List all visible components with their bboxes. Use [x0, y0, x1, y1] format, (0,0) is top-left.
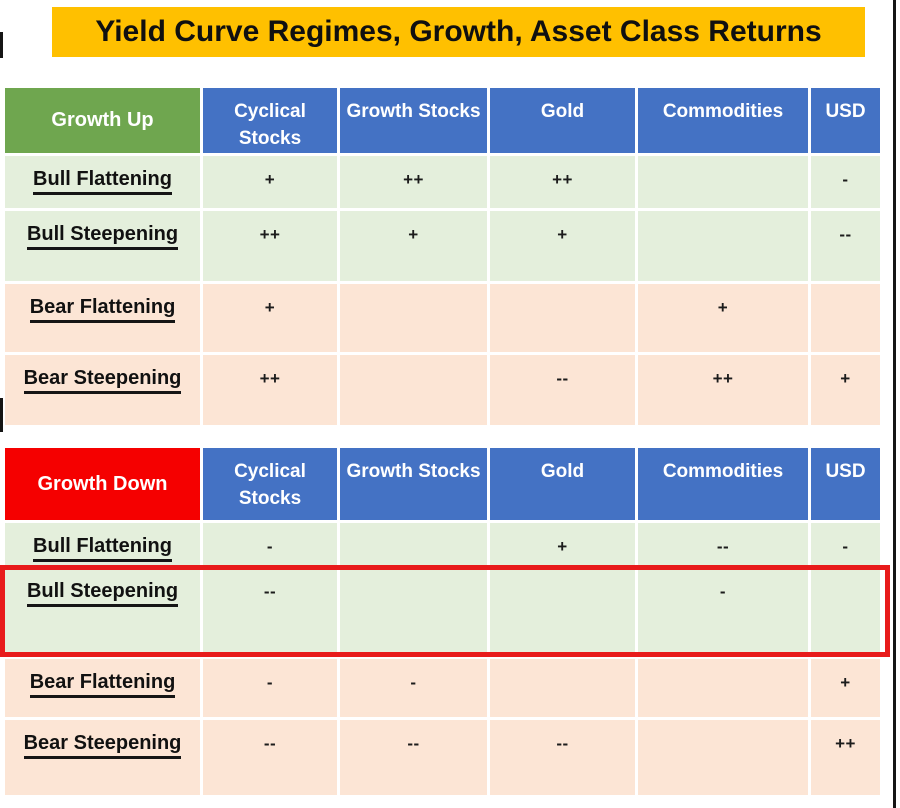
value-cell: - [811, 523, 880, 565]
column-header-cell: USD [811, 448, 880, 520]
row-label-cell: Bull Steepening [5, 568, 200, 656]
table-title-cell: Growth Down [5, 448, 200, 520]
value-cell: - [638, 568, 808, 656]
left-edge-mark-lower [0, 398, 3, 432]
growth-up-table: Growth Up Cyclical Stocks Growth Stocks Gol… [5, 88, 880, 425]
column-header-cell: Gold [490, 88, 635, 153]
value-cell: + [340, 211, 487, 281]
value-cell: - [340, 659, 487, 717]
row-label-cell: Bull Flattening [5, 156, 200, 208]
row-label-cell: Bull Steepening [5, 211, 200, 281]
value-cell: + [811, 659, 880, 717]
row-label-cell: Bear Flattening [5, 284, 200, 352]
value-cell: - [203, 523, 337, 565]
column-header-cell: Growth Stocks [340, 88, 487, 153]
row-label-text: Bear Flattening [29, 296, 176, 323]
row-label-cell: Bear Flattening [5, 659, 200, 717]
value-cell: ++ [490, 156, 635, 208]
value-cell [490, 568, 635, 656]
value-cell [340, 355, 487, 425]
value-cell: -- [340, 720, 487, 795]
value-cell [340, 568, 487, 656]
page-title: Yield Curve Regimes, Growth, Asset Class… [95, 15, 822, 48]
row-label-text: Bull Flattening [33, 168, 172, 195]
value-cell: ++ [203, 355, 337, 425]
row-label-text: Bull Steepening [26, 223, 179, 250]
value-cell [638, 720, 808, 795]
row-label-text: Bear Steepening [23, 732, 182, 759]
value-cell: + [203, 284, 337, 352]
column-header-cell: Growth Stocks [340, 448, 487, 520]
value-cell [638, 211, 808, 281]
growth-down-table: Growth Down Cyclical Stocks Growth Stocks G… [5, 448, 880, 795]
value-cell [340, 284, 487, 352]
right-edge-line [893, 0, 896, 808]
value-cell [811, 284, 880, 352]
value-cell: -- [811, 211, 880, 281]
row-label-cell: Bear Steepening [5, 720, 200, 795]
value-cell: + [203, 156, 337, 208]
row-label-cell: Bull Flattening [5, 523, 200, 565]
value-cell: + [490, 211, 635, 281]
title-banner: Yield Curve Regimes, Growth, Asset Class… [52, 7, 865, 57]
value-cell [638, 659, 808, 717]
value-cell: ++ [638, 355, 808, 425]
value-cell: + [638, 284, 808, 352]
value-cell: -- [203, 720, 337, 795]
value-cell [340, 523, 487, 565]
value-cell: ++ [340, 156, 487, 208]
value-cell [490, 284, 635, 352]
row-label-text: Bear Flattening [29, 671, 176, 698]
value-cell: -- [490, 720, 635, 795]
column-header-cell: Commodities [638, 448, 808, 520]
value-cell [490, 659, 635, 717]
value-cell: -- [203, 568, 337, 656]
column-header-cell: USD [811, 88, 880, 153]
value-cell: - [811, 156, 880, 208]
column-header-cell: Cyclical Stocks [203, 88, 337, 153]
value-cell: - [203, 659, 337, 717]
column-header-cell: Gold [490, 448, 635, 520]
table-title-cell: Growth Up [5, 88, 200, 153]
value-cell: + [490, 523, 635, 565]
column-header-cell: Commodities [638, 88, 808, 153]
row-label-cell: Bear Steepening [5, 355, 200, 425]
row-label-text: Bull Steepening [26, 580, 179, 607]
row-label-text: Bull Flattening [33, 535, 172, 562]
value-cell: + [811, 355, 880, 425]
value-cell: -- [638, 523, 808, 565]
value-cell: ++ [811, 720, 880, 795]
value-cell [638, 156, 808, 208]
row-label-text: Bear Steepening [23, 367, 182, 394]
value-cell: ++ [203, 211, 337, 281]
column-header-cell: Cyclical Stocks [203, 448, 337, 520]
left-edge-mark-upper [0, 32, 3, 58]
value-cell [811, 568, 880, 656]
value-cell: -- [490, 355, 635, 425]
